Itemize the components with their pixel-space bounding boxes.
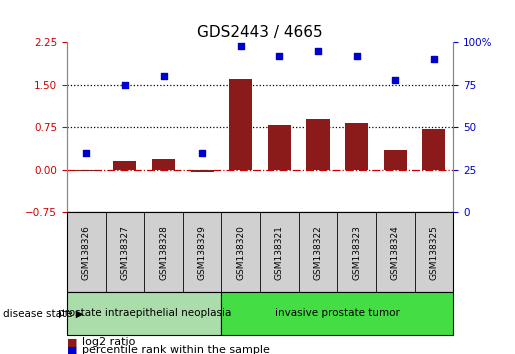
Text: GSM138328: GSM138328	[159, 225, 168, 280]
Bar	[75, 170, 98, 171]
Text: GSM138321: GSM138321	[275, 225, 284, 280]
Text: GSM138322: GSM138322	[314, 225, 322, 280]
Text: ■: ■	[67, 337, 77, 347]
FancyBboxPatch shape	[67, 212, 453, 292]
Point	[82, 150, 91, 156]
Text: GSM138320: GSM138320	[236, 225, 245, 280]
Point	[391, 77, 400, 83]
Point	[430, 57, 438, 62]
Bar	[345, 124, 368, 170]
Point	[236, 43, 245, 49]
Text: log2 ratio: log2 ratio	[82, 337, 136, 347]
Point	[198, 150, 206, 156]
FancyBboxPatch shape	[221, 292, 453, 335]
FancyBboxPatch shape	[67, 292, 221, 335]
Text: GSM138327: GSM138327	[121, 225, 129, 280]
Text: GSM138325: GSM138325	[430, 225, 438, 280]
Bar	[422, 129, 445, 170]
Point	[121, 82, 129, 88]
Text: ■: ■	[67, 346, 77, 354]
Bar	[152, 159, 175, 170]
Bar	[191, 170, 214, 172]
Title: GDS2443 / 4665: GDS2443 / 4665	[197, 25, 323, 40]
Text: invasive prostate tumor: invasive prostate tumor	[275, 308, 400, 318]
Text: disease state ▶: disease state ▶	[3, 308, 83, 318]
Bar	[306, 119, 330, 170]
Text: GSM138326: GSM138326	[82, 225, 91, 280]
Point	[352, 53, 360, 59]
Point	[159, 74, 167, 79]
Text: GSM138323: GSM138323	[352, 225, 361, 280]
Point	[275, 53, 283, 59]
Point	[314, 48, 322, 54]
Bar	[384, 150, 407, 170]
Bar	[268, 125, 291, 170]
Bar	[113, 161, 136, 170]
Text: GSM138324: GSM138324	[391, 225, 400, 280]
Text: percentile rank within the sample: percentile rank within the sample	[82, 346, 270, 354]
Text: GSM138329: GSM138329	[198, 225, 207, 280]
Text: prostate intraepithelial neoplasia: prostate intraepithelial neoplasia	[58, 308, 231, 318]
Bar	[229, 79, 252, 170]
